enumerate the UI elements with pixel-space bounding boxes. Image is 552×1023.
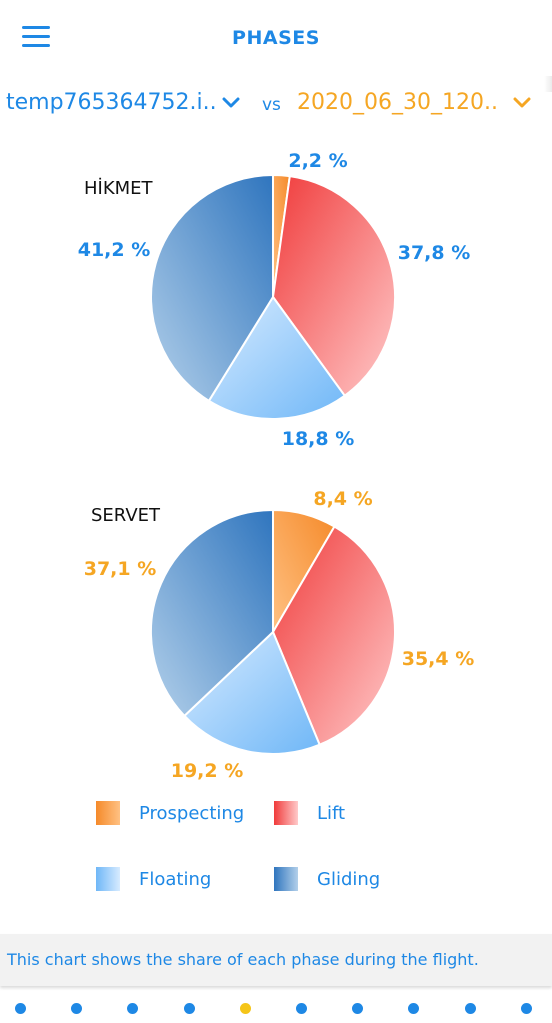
page-dot[interactable] — [239, 1003, 251, 1014]
legend-label: Gliding — [317, 869, 381, 890]
legend-label: Floating — [139, 869, 212, 890]
page-dot[interactable] — [71, 1003, 83, 1014]
data-label-lift: 37,8 % — [398, 242, 471, 264]
data-label-gliding: 41,2 % — [78, 239, 151, 261]
flight-selectors: temp765364752.i.. vs 2020_06_30_120.. — [0, 90, 552, 130]
info-footer: This chart shows the share of each phase… — [0, 934, 552, 986]
menu-icon[interactable] — [22, 26, 52, 48]
footer-text: This chart shows the share of each phase… — [7, 950, 479, 969]
pie-slice-lift[interactable] — [271, 175, 396, 398]
data-label-gliding: 37,1 % — [84, 558, 157, 580]
page-dot[interactable] — [296, 1003, 307, 1014]
page-indicator — [0, 1000, 552, 1016]
page-dot[interactable] — [464, 1003, 476, 1014]
pie-charts: HİKMET 2,2 % 37,8 % 18,8 % 41,2 % SERVET 8,4 %… — [78, 150, 475, 782]
data-label-lift: 35,4 % — [402, 648, 475, 670]
chart-title: SERVET — [91, 505, 161, 526]
legend-swatch — [96, 867, 120, 891]
page-title: PHASES — [232, 27, 320, 49]
legend-label: Prospecting — [139, 803, 245, 824]
page-dot[interactable] — [408, 1003, 420, 1014]
legend-swatch — [274, 801, 298, 825]
legend-swatch — [274, 867, 298, 891]
top-bar: PHASES — [0, 0, 552, 76]
data-label-prospecting: 8,4 % — [313, 488, 372, 510]
legend: Prospecting Lift Floating Gliding — [0, 795, 552, 905]
pie-slice-gliding[interactable] — [150, 508, 274, 718]
data-label-prospecting: 2,2 % — [288, 150, 347, 172]
pie-slice-floating[interactable] — [207, 295, 347, 420]
pie-slice-lift[interactable] — [271, 525, 396, 747]
data-label-floating: 18,8 % — [282, 428, 355, 450]
left-flight-select[interactable]: temp765364752.i.. — [6, 90, 217, 115]
edge-shadow — [544, 76, 552, 92]
chart-title: HİKMET — [84, 178, 154, 199]
pie-slice-floating[interactable] — [182, 630, 321, 755]
pie-slice-gliding[interactable] — [150, 173, 274, 403]
page-dot[interactable] — [352, 1003, 364, 1014]
legend-label: Lift — [317, 803, 346, 824]
page-dot[interactable] — [15, 1003, 26, 1014]
page-dot[interactable] — [520, 1003, 532, 1014]
data-label-floating: 19,2 % — [171, 760, 244, 782]
vs-label: vs — [262, 95, 281, 115]
legend-swatch — [96, 801, 120, 825]
page-dot[interactable] — [183, 1003, 195, 1014]
chevron-down-icon[interactable] — [222, 96, 240, 110]
chevron-down-icon[interactable] — [513, 96, 531, 110]
right-flight-select[interactable]: 2020_06_30_120.. — [297, 90, 498, 115]
page-dot[interactable] — [127, 1003, 139, 1014]
